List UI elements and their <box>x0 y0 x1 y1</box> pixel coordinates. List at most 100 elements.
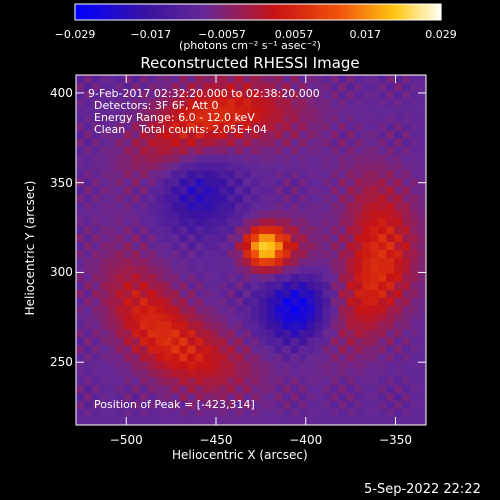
colorbar-segment <box>370 4 375 20</box>
heatmap-cell <box>83 409 93 418</box>
heatmap-cell <box>99 194 109 203</box>
heatmap-cell <box>394 130 403 140</box>
heatmap-cell <box>123 321 133 331</box>
heatmap-cell <box>251 162 260 171</box>
heatmap-cell <box>155 122 164 132</box>
heatmap-cell <box>83 202 93 211</box>
heatmap-cell <box>195 226 204 235</box>
heatmap-cell <box>410 154 419 163</box>
heatmap-cell <box>171 138 180 148</box>
heatmap-cell <box>402 178 411 187</box>
heatmap-cell <box>147 297 157 307</box>
heatmap-cell <box>314 257 324 267</box>
heatmap-cell <box>211 234 220 243</box>
heatmap-cell <box>179 401 188 410</box>
heatmap-cell <box>330 281 339 291</box>
heatmap-cell <box>163 146 172 156</box>
heatmap-cell <box>243 273 252 283</box>
heatmap-cell <box>171 345 180 354</box>
heatmap-cell <box>235 178 244 187</box>
heatmap-cell <box>386 385 395 394</box>
chart-title: Reconstructed RHESSI Image <box>140 54 360 72</box>
heatmap-cell <box>402 98 411 108</box>
heatmap-cell <box>306 297 316 307</box>
heatmap-cell <box>187 313 196 323</box>
heatmap-cell <box>227 401 236 410</box>
heatmap-cell <box>147 369 157 378</box>
heatmap-cell <box>266 377 276 386</box>
heatmap-cell <box>418 393 427 402</box>
heatmap-cell <box>203 202 212 211</box>
heatmap-cell <box>314 385 324 394</box>
heatmap-cell <box>163 194 172 203</box>
heatmap-cell <box>76 361 85 370</box>
heatmap-cell <box>163 257 172 267</box>
heatmap-cell <box>115 313 125 323</box>
heatmap-cell <box>211 226 220 235</box>
heatmap-cell <box>139 345 149 354</box>
heatmap-cell <box>203 305 212 315</box>
heatmap-cell <box>266 98 276 108</box>
heatmap-cell <box>306 178 316 187</box>
heatmap-cell <box>195 186 204 195</box>
heatmap-cell <box>147 257 157 267</box>
heatmap-cell <box>139 385 149 394</box>
heatmap-cell <box>346 210 355 219</box>
heatmap-cell <box>290 234 300 243</box>
heatmap-cell <box>251 75 260 84</box>
heatmap-cell <box>251 178 260 187</box>
heatmap-cell <box>211 210 220 219</box>
heatmap-cell <box>203 242 212 251</box>
colorbar-segment <box>413 4 418 20</box>
heatmap-cell <box>338 194 347 203</box>
heatmap-cell <box>123 146 133 156</box>
heatmap-cell <box>394 297 403 307</box>
heatmap-cell <box>274 218 284 227</box>
heatmap-cell <box>274 257 284 267</box>
heatmap-cell <box>155 82 164 92</box>
colorbar-segment <box>239 4 244 20</box>
heatmap-cell <box>227 130 236 140</box>
heatmap-cell <box>203 234 212 243</box>
heatmap-cell <box>258 82 268 92</box>
heatmap-cell <box>378 138 387 148</box>
colorbar-segment <box>193 4 198 20</box>
heatmap-cell <box>354 393 363 402</box>
heatmap-cell <box>171 106 180 116</box>
heatmap-cell <box>139 75 149 84</box>
heatmap-cell <box>354 417 363 426</box>
heatmap-cell <box>243 242 252 251</box>
heatmap-cell <box>195 377 204 386</box>
heatmap-cell <box>235 289 244 299</box>
heatmap-cell <box>322 82 332 92</box>
heatmap-cell <box>298 170 308 179</box>
heatmap-cell <box>330 106 339 116</box>
heatmap-cell <box>107 305 117 315</box>
colorbar-segment <box>325 4 329 20</box>
heatmap-cell <box>402 265 411 275</box>
heatmap-cell <box>410 345 419 354</box>
colorbar-segment <box>151 4 155 20</box>
heatmap-cell <box>235 369 244 378</box>
heatmap-cell <box>171 98 180 108</box>
heatmap-cell <box>330 98 339 108</box>
heatmap-cell <box>155 273 164 283</box>
heatmap-cell <box>330 313 339 323</box>
heatmap-cell <box>163 178 172 187</box>
heatmap-cell <box>91 337 101 346</box>
heatmap-cell <box>306 106 316 116</box>
heatmap-cell <box>378 257 387 267</box>
heatmap-cell <box>227 154 236 163</box>
heatmap-cell <box>219 297 228 307</box>
heatmap-cell <box>274 122 284 132</box>
heatmap-cell <box>378 289 387 299</box>
heatmap-cell <box>147 281 157 291</box>
heatmap-cell <box>322 75 332 84</box>
heatmap-cell <box>362 218 371 227</box>
heatmap-cell <box>338 377 347 386</box>
heatmap-cell <box>155 369 164 378</box>
heatmap-cell <box>418 265 427 275</box>
heatmap-cell <box>394 329 403 338</box>
heatmap-cell <box>290 82 300 92</box>
